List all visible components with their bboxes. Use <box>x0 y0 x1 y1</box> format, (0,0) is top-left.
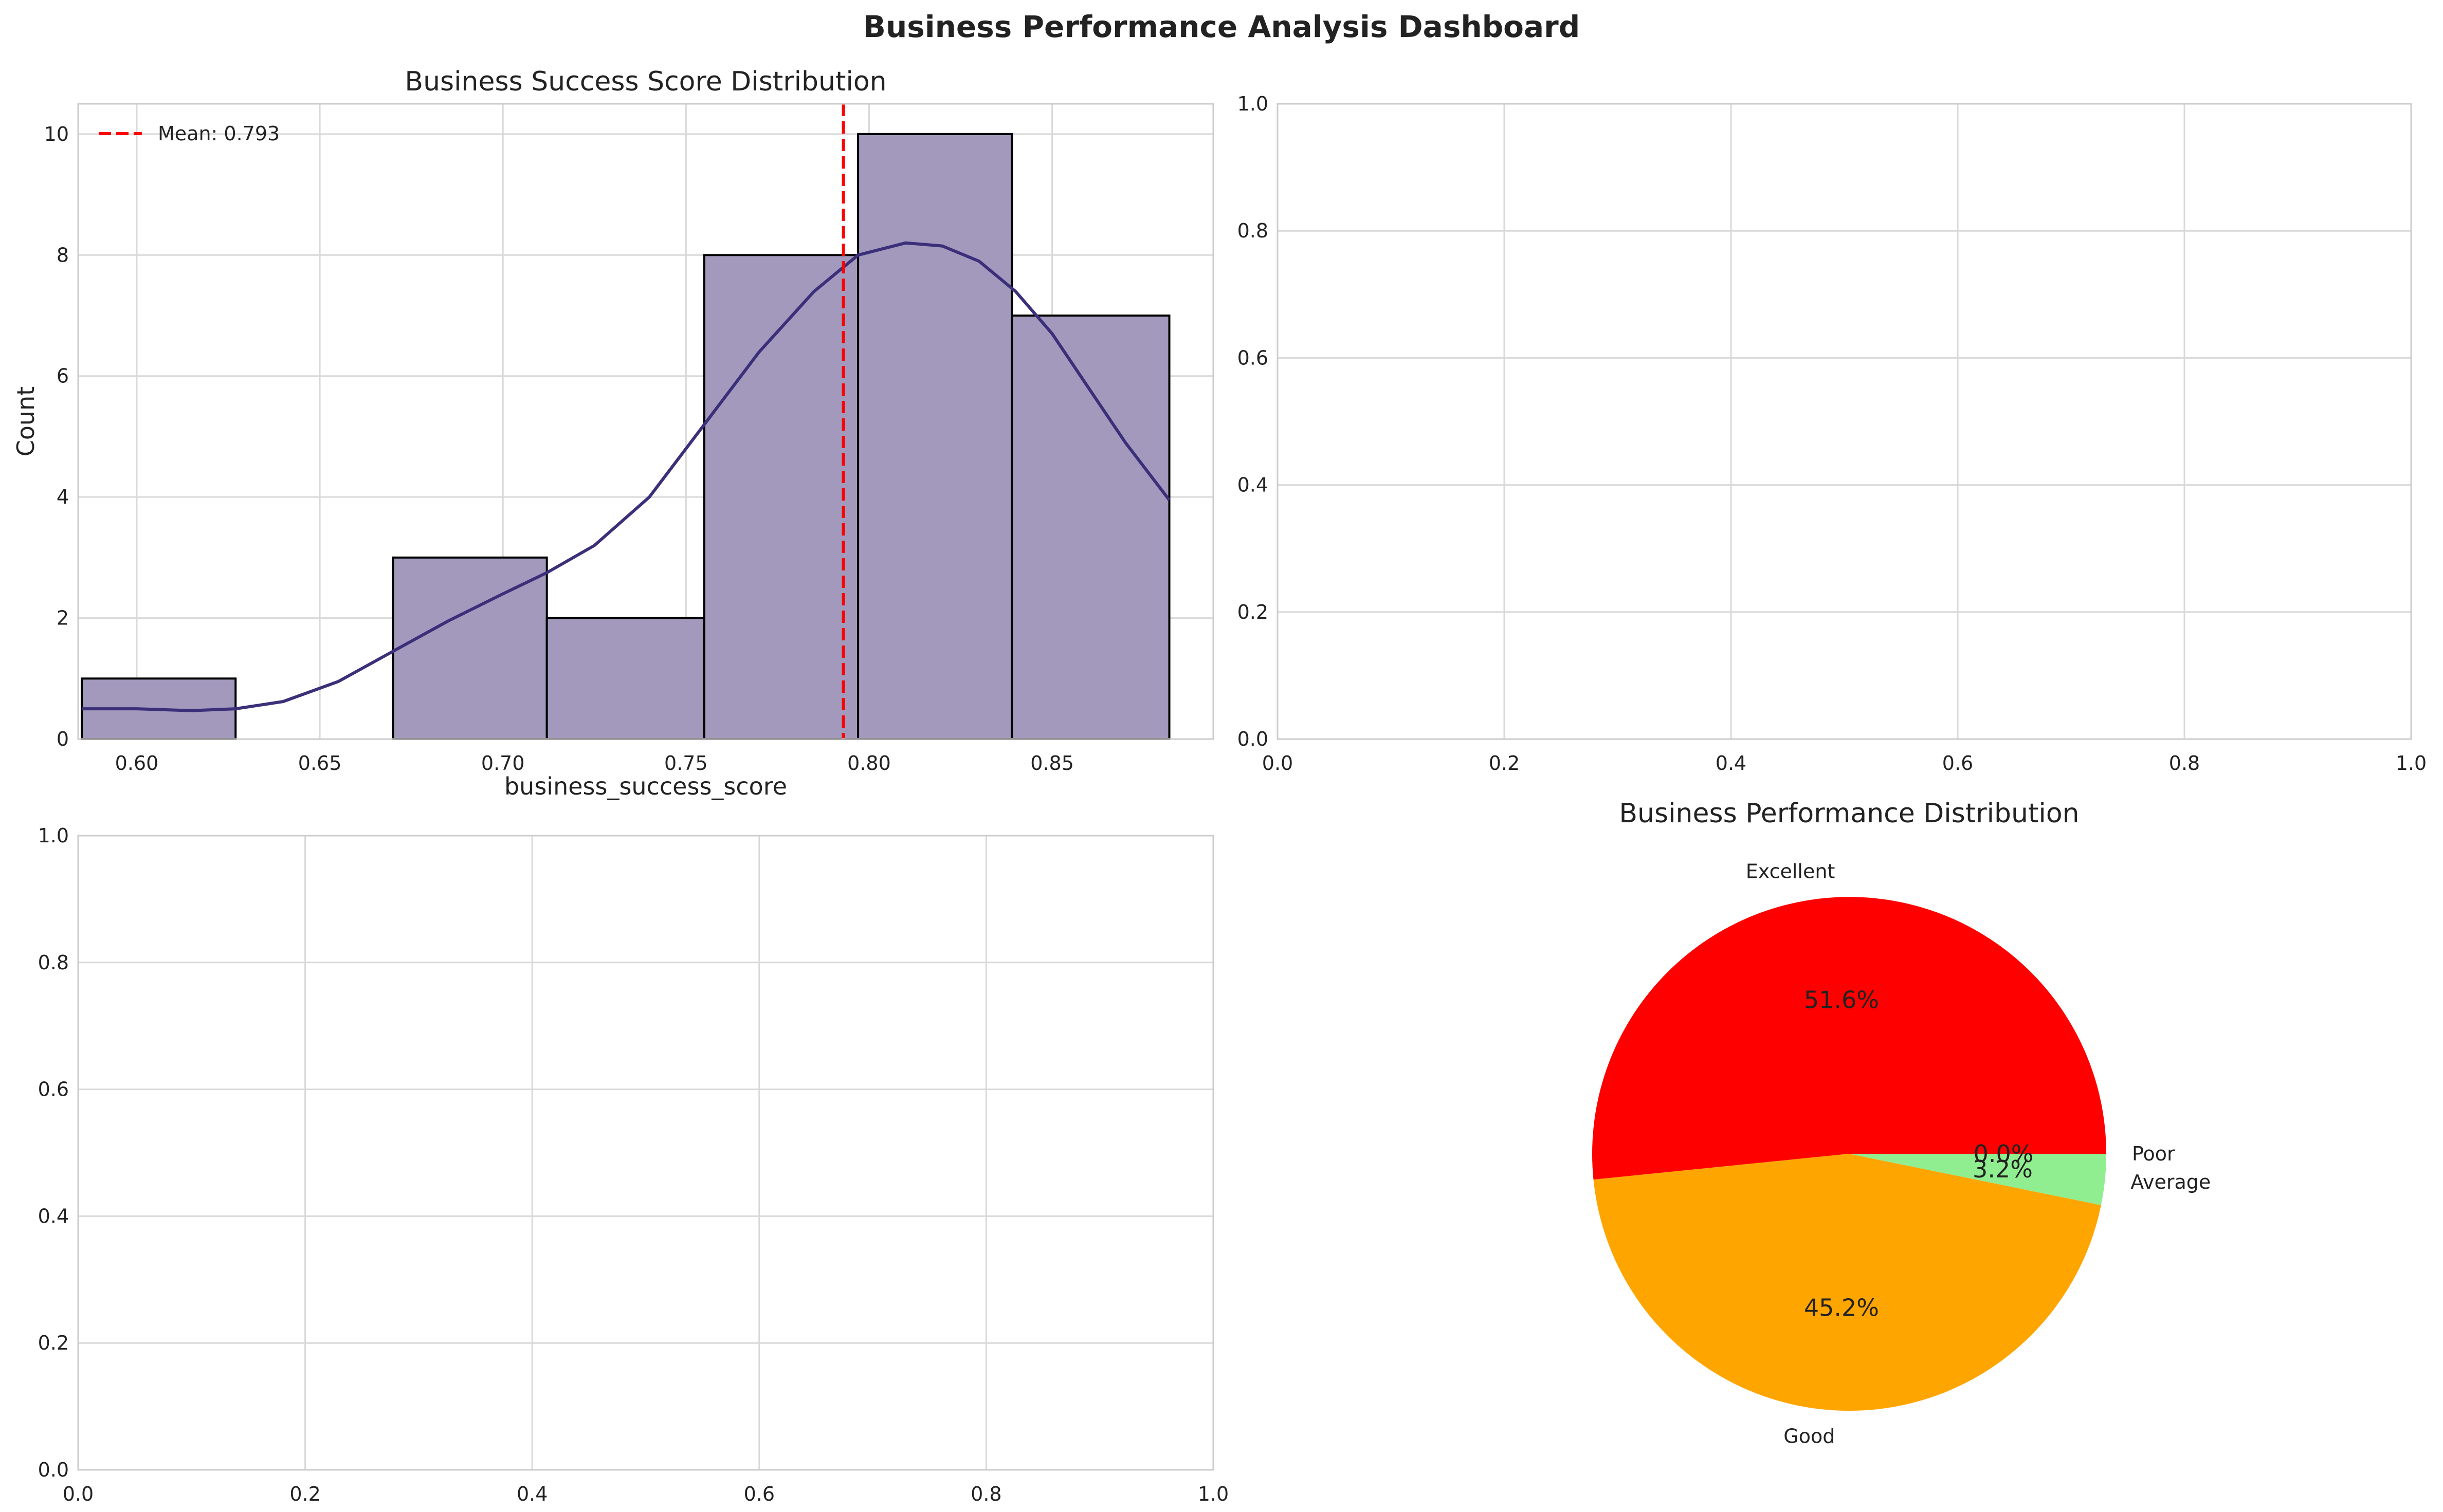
top-right-x-tick-label: 0.2 <box>1489 752 1520 775</box>
top-right-y-tick-label: 0.6 <box>1237 346 1268 369</box>
legend-mean-label: Mean: 0.793 <box>158 122 280 145</box>
empty-panel-top-right: 0.0 0.2 0.4 0.6 0.8 1.0 0.0 0.2 0.4 0.6 0.8 1.0 <box>1237 93 2427 775</box>
bottom-left-y-tick-label: 0.6 <box>38 1078 69 1101</box>
pie-pct-excellent: 51.6% <box>1804 986 1879 1013</box>
top-right-x-tick-label: 0.6 <box>1942 752 1973 775</box>
kde-curve <box>82 241 1171 712</box>
y-tick-label: 4 <box>57 486 69 508</box>
pie-label-good: Good <box>1783 1425 1835 1447</box>
histogram-bar <box>545 617 705 740</box>
histogram-title: Business Success Score Distribution <box>405 66 886 97</box>
dashboard-title: Business Performance Analysis Dashboard <box>863 9 1580 44</box>
bottom-left-x-tick-label: 0.4 <box>517 1483 548 1505</box>
top-right-y-tick-label: 0.2 <box>1237 601 1268 623</box>
histogram-bar <box>392 556 548 741</box>
top-right-x-tick-label: 1.0 <box>2396 752 2427 775</box>
x-tick-label: 0.75 <box>664 752 708 775</box>
top-right-frame <box>1277 103 2412 740</box>
bottom-left-x-tick-label: 0.2 <box>289 1483 320 1505</box>
histogram-frame <box>77 103 1214 740</box>
histogram-bar <box>703 254 860 740</box>
top-right-y-tick-label: 1.0 <box>1237 93 1268 115</box>
x-tick-label: 0.60 <box>115 752 159 775</box>
y-tick-label: 6 <box>57 365 69 388</box>
bottom-left-x-tick-label: 0.8 <box>971 1483 1001 1505</box>
bottom-left-x-tick-label: 0.0 <box>63 1483 94 1505</box>
pie-pct-poor: 0.0% <box>1974 1140 2034 1168</box>
top-right-y-tick-label: 0.8 <box>1237 219 1268 242</box>
y-tick-label: 10 <box>44 123 69 145</box>
histogram-bar <box>1011 315 1171 740</box>
x-tick-label: 0.85 <box>1030 752 1074 775</box>
pie-panel: Business Performance Distribution Excelle… <box>1592 798 2211 1447</box>
top-right-y-tick-label: 0.4 <box>1237 474 1268 496</box>
histogram-y-label: Count <box>12 386 40 457</box>
bottom-left-x-tick-label: 0.6 <box>744 1483 775 1505</box>
bottom-left-y-tick-label: 0.0 <box>38 1459 69 1481</box>
x-tick-label: 0.70 <box>481 752 525 775</box>
bottom-left-y-tick-label: 0.2 <box>38 1332 69 1354</box>
bottom-left-y-tick-label: 1.0 <box>38 824 69 847</box>
y-tick-label: 0 <box>57 728 69 750</box>
histogram-bar <box>857 133 1013 740</box>
histogram-x-label: business_success_score <box>504 772 787 800</box>
y-tick-label: 8 <box>57 244 69 266</box>
x-tick-label: 0.80 <box>847 752 891 775</box>
histogram-panel: Business Success Score Distribution 0.60 0… <box>12 66 1214 800</box>
pie-label-average: Average <box>2130 1171 2211 1193</box>
pie-label-excellent: Excellent <box>1746 860 1835 883</box>
pie-pct-average: 3.2% <box>1973 1155 2033 1183</box>
top-right-x-tick-label: 0.4 <box>1716 752 1746 775</box>
pie-pct-good: 45.2% <box>1804 1294 1879 1322</box>
y-tick-label: 2 <box>57 607 69 630</box>
pie-slice-average <box>1849 1154 2106 1205</box>
bottom-left-y-tick-label: 0.8 <box>38 951 69 974</box>
pie-slice-good <box>1593 1154 2101 1411</box>
empty-panel-bottom-left: 0.0 0.2 0.4 0.6 0.8 1.0 0.0 0.2 0.4 0.6 0.8 1.0 <box>38 824 1229 1505</box>
top-right-x-tick-label: 0.0 <box>1262 752 1293 775</box>
bottom-left-frame <box>77 835 1214 1471</box>
top-right-x-tick-label: 0.8 <box>2169 752 2200 775</box>
pie-label-poor: Poor <box>2132 1142 2175 1165</box>
bottom-left-x-tick-label: 1.0 <box>1198 1483 1229 1505</box>
top-right-y-tick-label: 0.0 <box>1237 728 1268 750</box>
bottom-left-y-tick-label: 0.4 <box>38 1205 69 1227</box>
pie-slice-excellent <box>1592 897 2106 1180</box>
pie-title: Business Performance Distribution <box>1619 798 2079 829</box>
x-tick-label: 0.65 <box>298 752 342 775</box>
